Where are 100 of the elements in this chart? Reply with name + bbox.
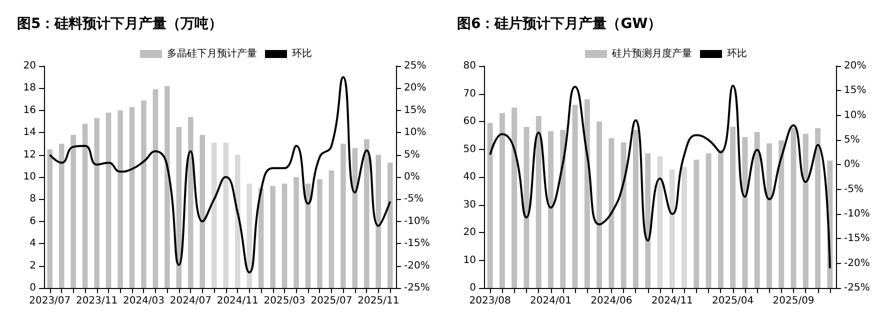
bar — [82, 124, 88, 288]
y2-tick-label: 10% — [404, 127, 426, 138]
y-tick-label: 50 — [463, 144, 476, 155]
x-tick-label: 2024/07 — [170, 296, 212, 306]
chart-title: 图5：硅料预计下月产量（万吨） — [17, 15, 223, 32]
y2-tick-label: 20% — [404, 82, 426, 94]
bar — [47, 149, 53, 288]
legend-label: 硅片预测月度产量 — [611, 48, 692, 60]
bar — [584, 99, 590, 288]
bar — [270, 186, 276, 288]
y-tick-label: 12 — [23, 149, 36, 160]
bar — [317, 179, 322, 288]
y-tick-label: 20 — [463, 227, 476, 238]
bar — [682, 167, 688, 288]
y-tick-label: 16 — [23, 104, 36, 116]
bar — [802, 134, 808, 288]
y-tick-label: 2 — [30, 260, 36, 272]
x-tick-label: 2024/06 — [590, 296, 632, 306]
bar — [512, 108, 518, 288]
bar — [548, 131, 554, 288]
legend-label: 环比 — [292, 48, 312, 60]
y-tick-label: 10 — [23, 172, 36, 182]
y-tick-label: 14 — [23, 127, 36, 138]
bar — [790, 128, 796, 288]
y2-tick-label: 5% — [844, 134, 860, 146]
bar — [282, 184, 288, 288]
bar — [387, 162, 393, 288]
y-tick-label: 40 — [463, 172, 476, 182]
y-tick-label: 60 — [463, 116, 476, 127]
y2-tick-label: -5% — [404, 194, 424, 205]
y-tick-label: 10 — [463, 254, 476, 266]
y2-tick-label: 5% — [404, 149, 420, 160]
bar — [94, 118, 100, 288]
bar — [164, 86, 170, 288]
y2-tick-label: 15% — [404, 104, 426, 116]
line-series — [48, 76, 392, 274]
bar — [560, 130, 566, 288]
bar — [152, 89, 158, 288]
bar — [730, 126, 736, 288]
bar — [487, 122, 493, 288]
bar — [70, 134, 76, 288]
y2-tick-label: -25% — [844, 282, 870, 294]
y-tick-label: 80 — [463, 60, 476, 72]
bar — [364, 139, 370, 288]
bar — [499, 113, 505, 288]
bar — [58, 144, 64, 288]
y2-tick-label: -10% — [844, 208, 870, 220]
bar — [376, 154, 382, 288]
y-tick-label: 0 — [30, 282, 36, 294]
y2-tick-label: 0% — [844, 159, 860, 170]
bar — [645, 153, 651, 288]
y-tick-label: 30 — [463, 199, 476, 210]
chart-title: 图6：硅片预计下月产量（GW） — [457, 15, 662, 32]
bar — [572, 104, 578, 288]
bar — [632, 130, 638, 288]
x-tick-label: 2023/08 — [469, 296, 511, 306]
bar — [328, 170, 334, 288]
x-tick-label: 2024/03 — [122, 296, 165, 306]
bar — [754, 132, 760, 288]
y-tick-label: 0 — [470, 282, 476, 294]
x-tick-label: 2024/11 — [651, 296, 693, 306]
y2-tick-label: -25% — [404, 282, 430, 294]
bar — [340, 144, 346, 288]
x-tick-label: 2025/09 — [772, 296, 814, 306]
bar — [742, 137, 748, 288]
bar — [118, 110, 123, 288]
y2-tick-label: -20% — [844, 258, 870, 269]
bar — [694, 160, 700, 288]
y-tick-label: 8 — [30, 194, 36, 205]
y2-tick-label: 10% — [844, 110, 866, 121]
bar — [141, 100, 146, 288]
legend-label: 环比 — [727, 48, 747, 60]
bar — [718, 150, 724, 288]
y2-tick-label: -15% — [844, 233, 870, 244]
y-tick-label: 4 — [30, 238, 36, 250]
bar — [106, 112, 112, 288]
y-tick-label: 6 — [30, 216, 36, 227]
bar — [608, 138, 614, 288]
bar — [200, 134, 206, 288]
bar — [223, 142, 229, 288]
bar — [620, 142, 626, 288]
y-tick-label: 18 — [23, 82, 36, 94]
y-tick-label: 20 — [23, 60, 36, 72]
x-tick-label: 2025/04 — [712, 296, 754, 306]
bar — [305, 184, 311, 288]
x-tick-label: 2025/03 — [264, 296, 306, 306]
bar — [211, 142, 217, 288]
bar — [352, 148, 358, 288]
bar — [706, 153, 712, 288]
legend-label: 多晶硅下月预计产量 — [167, 48, 257, 60]
y2-tick-label: -10% — [404, 216, 430, 227]
y2-tick-label: 25% — [404, 60, 426, 72]
line-series — [489, 84, 831, 270]
y2-tick-label: 20% — [844, 60, 866, 72]
bar — [815, 128, 821, 288]
bar — [246, 184, 252, 288]
bar — [188, 117, 194, 288]
bar — [129, 107, 135, 288]
y2-tick-label: -15% — [404, 238, 430, 250]
x-tick-label: 2024/11 — [216, 296, 258, 306]
